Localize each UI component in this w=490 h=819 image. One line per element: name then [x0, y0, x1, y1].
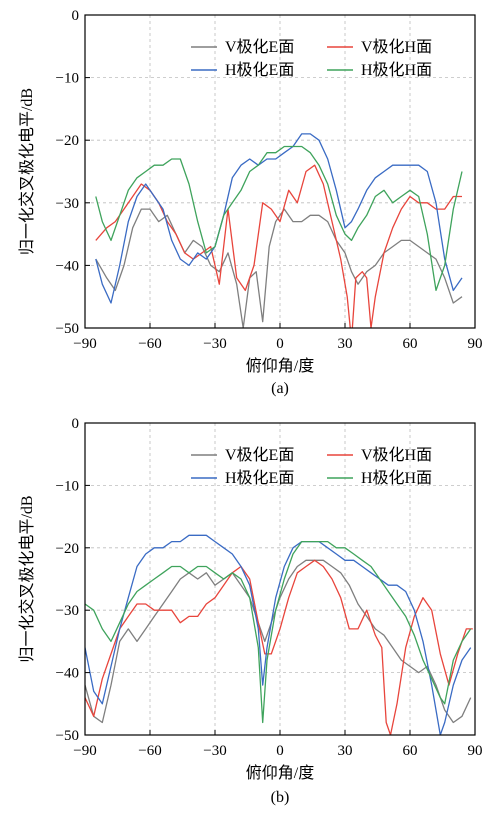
x-tick-label: −90: [73, 743, 96, 759]
x-tick-label: 90: [468, 336, 483, 352]
x-tick-label: −60: [138, 336, 161, 352]
y-tick-label: −50: [56, 728, 79, 744]
y-axis-label: 归一化交叉极化电平/dB: [18, 495, 36, 662]
x-tick-label: 0: [276, 743, 284, 759]
series-group: [95, 133, 463, 328]
x-tick-label: 60: [403, 743, 418, 759]
series-line-3: [95, 133, 463, 304]
legend-label-4: H极化H面: [361, 61, 432, 79]
series-group: [85, 534, 473, 735]
legend-label-4: H极化H面: [361, 469, 432, 487]
y-tick-label: −30: [56, 196, 79, 212]
y-tick-label: −40: [56, 258, 79, 274]
y-tick-label: −40: [56, 666, 79, 682]
x-tick-label: 30: [338, 743, 353, 759]
legend-label-3: H极化E面: [225, 61, 294, 79]
panel-label: (b): [271, 789, 290, 806]
y-tick-label: −50: [56, 321, 79, 337]
x-tick-label: −60: [138, 743, 161, 759]
y-tick-label: 0: [72, 8, 80, 24]
series-line-1: [95, 208, 463, 328]
x-axis-label: 俯仰角/度: [246, 764, 314, 782]
legend-label-3: H极化E面: [225, 469, 294, 487]
x-tick-label: −30: [203, 336, 226, 352]
series-line-4: [95, 145, 463, 292]
y-tick-label: 0: [72, 416, 80, 432]
y-tick-label: −20: [56, 541, 79, 557]
series-line-3: [85, 534, 472, 735]
x-tick-label: −90: [73, 336, 96, 352]
series-line-1: [85, 559, 472, 724]
y-tick-label: −10: [56, 71, 79, 87]
legend-label-1: V极化E面: [225, 38, 294, 56]
x-tick-label: −30: [203, 743, 226, 759]
series-line-2: [85, 559, 473, 735]
chart-panel-1: −90 −60 −30 0 30 60 90 0 −10 −20 −30 −40 −50 俯仰角/度 归一化…: [18, 8, 483, 397]
legend-label-2: V极化H面: [361, 446, 432, 464]
chart-panel-2: −90 −60 −30 0 30 60 90 0 −10 −20 −30 −40 −50 俯仰角/度 归一化…: [18, 416, 483, 806]
y-tick-label: −10: [56, 478, 79, 494]
x-tick-label: 0: [276, 336, 284, 352]
y-tick-label: −30: [56, 603, 79, 619]
x-tick-label: 60: [403, 336, 418, 352]
series-line-4: [85, 540, 472, 724]
series-line-2: [95, 164, 462, 328]
y-tick-label: −20: [56, 133, 79, 149]
y-axis-label: 归一化交叉极化电平/dB: [18, 88, 36, 255]
x-tick-label: 90: [468, 743, 483, 759]
legend-label-1: V极化E面: [225, 446, 294, 464]
x-tick-label: 30: [338, 336, 353, 352]
legend-label-2: V极化H面: [361, 38, 432, 56]
panel-label: (a): [271, 380, 289, 397]
x-axis-label: 俯仰角/度: [246, 357, 314, 375]
